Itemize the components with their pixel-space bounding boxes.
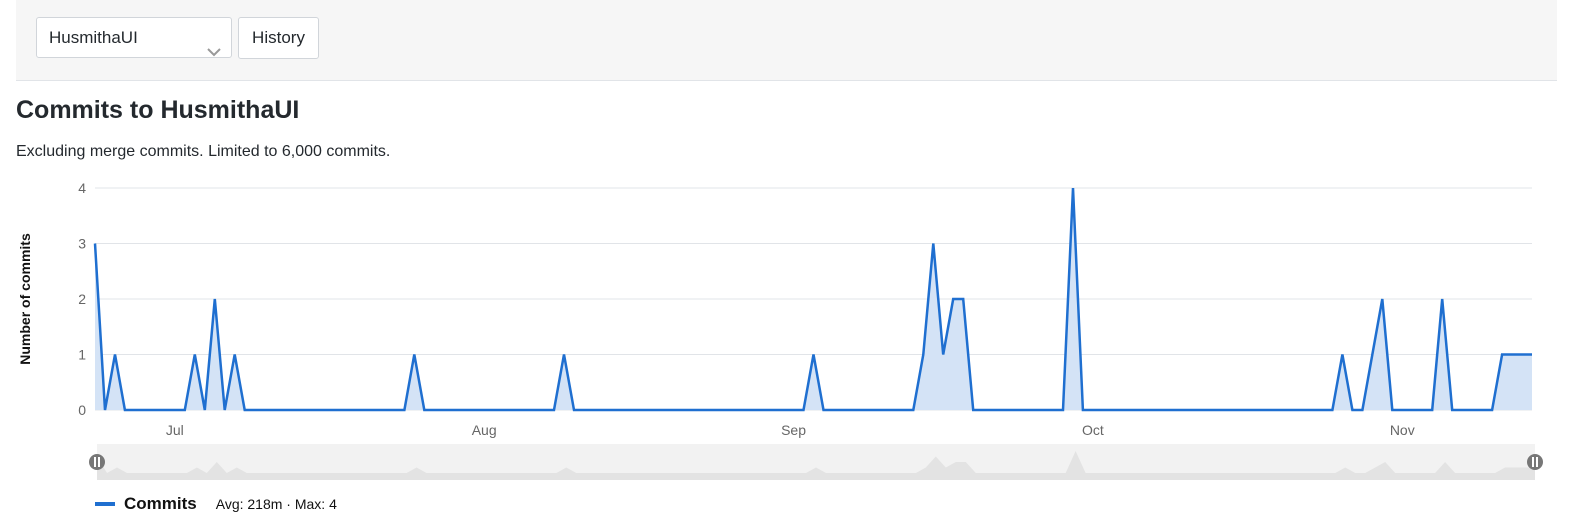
chart-axes: 0 1 2 3 4 Jul Aug Sep Oct Nov bbox=[78, 180, 1415, 438]
y-tick-label: 0 bbox=[78, 402, 86, 418]
x-tick-label: Aug bbox=[472, 422, 497, 438]
y-tick-label: 4 bbox=[78, 180, 86, 196]
y-tick-label: 3 bbox=[78, 236, 86, 252]
y-tick-label: 1 bbox=[78, 347, 86, 363]
navigator-handle-left[interactable] bbox=[89, 454, 105, 470]
legend-series-name: Commits bbox=[124, 494, 197, 513]
y-tick-label: 2 bbox=[78, 291, 86, 307]
toolbar: HusmithaUI History bbox=[16, 0, 1557, 81]
repository-select[interactable]: HusmithaUI bbox=[36, 17, 232, 58]
history-button[interactable]: History bbox=[238, 17, 319, 59]
x-tick-label: Nov bbox=[1390, 422, 1415, 438]
legend-swatch bbox=[95, 502, 115, 506]
range-navigator[interactable] bbox=[89, 444, 1543, 480]
x-tick-label: Sep bbox=[781, 422, 806, 438]
commits-chart: 0 1 2 3 4 Jul Aug Sep Oct Nov Number of commits bbox=[17, 180, 1543, 480]
navigator-series bbox=[97, 451, 1535, 480]
navigator-handle-right[interactable] bbox=[1527, 454, 1543, 470]
series-area bbox=[95, 188, 1532, 410]
repository-select-value: HusmithaUI bbox=[49, 28, 138, 47]
x-tick-label: Jul bbox=[166, 422, 184, 438]
chevron-down-icon bbox=[207, 32, 221, 71]
chart-legend[interactable]: Commits Avg: 218m · Max: 4 bbox=[95, 492, 337, 516]
page-title: Commits to HusmithaUI bbox=[16, 96, 300, 124]
chart-series bbox=[93, 187, 1532, 412]
y-axis-label: Number of commits bbox=[17, 233, 33, 365]
page-subtitle: Excluding merge commits. Limited to 6,00… bbox=[16, 143, 391, 160]
x-tick-label: Oct bbox=[1082, 422, 1104, 438]
legend-stats: Avg: 218m · Max: 4 bbox=[215, 496, 337, 512]
